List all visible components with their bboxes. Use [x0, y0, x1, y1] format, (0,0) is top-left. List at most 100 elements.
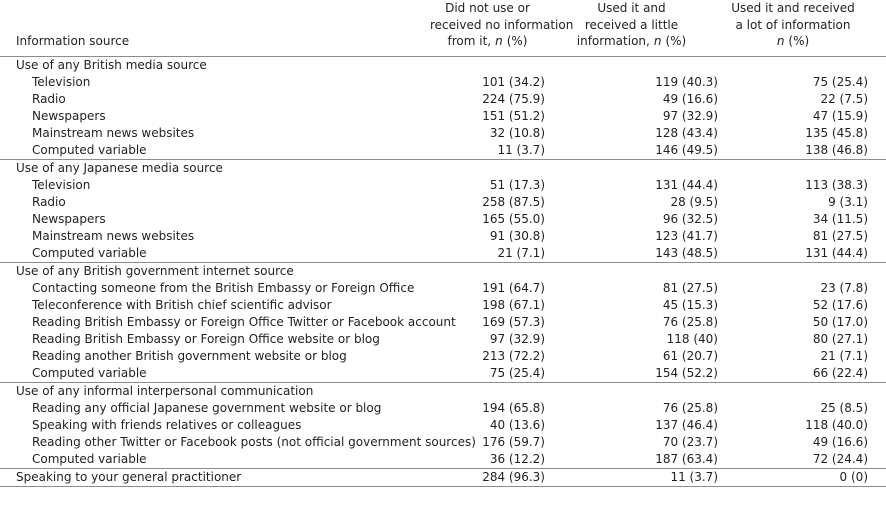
table-row: Speaking with friends relatives or colle… [0, 417, 886, 434]
cell: 198 (67.1) [482, 297, 545, 312]
cell: 151 (51.2) [482, 108, 545, 123]
table-row: Computed variable 11 (3.7) 146 (49.5) 138 (… [0, 142, 886, 160]
cell: 213 (72.2) [482, 348, 545, 363]
header-text: (%) [788, 34, 810, 48]
spacer [868, 211, 886, 228]
data-table: Information source Did not use or received… [0, 0, 886, 486]
spacer [868, 0, 886, 56]
table-row: Reading another British government websi… [0, 348, 886, 365]
cell: 258 (87.5) [482, 194, 545, 209]
row-label: Speaking to your general practitioner [16, 469, 242, 484]
cell: 72 (24.4) [812, 451, 868, 466]
cell: 22 (7.5) [820, 91, 868, 106]
header-line: n (%) [718, 33, 868, 50]
table-row: Reading other Twitter or Facebook posts … [0, 434, 886, 451]
table-row: Speaking to your general practitioner 284… [0, 468, 886, 486]
cell: 137 (46.4) [655, 417, 718, 432]
column-header: Used it and received a lot of information… [718, 0, 868, 56]
cell: 194 (65.8) [482, 400, 545, 415]
cell: 51 (17.3) [489, 177, 545, 192]
spacer [868, 228, 886, 245]
header-line: Used it and received [718, 0, 868, 17]
column-header: Information source [0, 0, 430, 56]
header-line: information, n (%) [545, 33, 718, 50]
cell: 34 (11.5) [812, 211, 868, 226]
table-row: Newspapers 151 (51.2) 97 (32.9) 47 (15.9) [0, 108, 886, 125]
section-row: Use of any British government internet s… [0, 262, 886, 280]
header-line: from it, n (%) [430, 33, 545, 50]
section-row: Use of any British media source [0, 56, 886, 74]
row-label: Mainstream news websites [32, 125, 195, 140]
row-label: Reading another British government websi… [32, 348, 347, 363]
spacer [868, 297, 886, 314]
spacer [868, 331, 886, 348]
table-row: Radio 224 (75.9) 49 (16.6) 22 (7.5) [0, 91, 886, 108]
column-header: Did not use or received no information fro… [430, 0, 573, 56]
spacer [868, 434, 886, 451]
row-label: Newspapers [32, 108, 106, 123]
cell: 131 (44.4) [655, 177, 718, 192]
cell: 81 (27.5) [662, 280, 718, 295]
cell: 76 (25.8) [662, 400, 718, 415]
header-text: a lot of information [735, 17, 851, 32]
header-text: received a little [584, 17, 679, 32]
cell: 187 (63.4) [655, 451, 718, 466]
table-row: Mainstream news websites 32 (10.8) 128 (43… [0, 125, 886, 142]
cell: 49 (16.6) [812, 434, 868, 449]
cell: 119 (40.3) [655, 74, 718, 89]
cell: 9 (3.1) [828, 194, 868, 209]
table-row: Mainstream news websites 91 (30.8) 123 (41… [0, 228, 886, 245]
cell: 23 (7.8) [820, 280, 868, 295]
table-row: Newspapers 165 (55.0) 96 (32.5) 34 (11.5) [0, 211, 886, 228]
spacer [868, 314, 886, 331]
section-row: Use of any informal interpersonal commun… [0, 382, 886, 400]
cell: 91 (30.8) [489, 228, 545, 243]
cell: 61 (20.7) [662, 348, 718, 363]
spacer [868, 142, 886, 160]
cell: 81 (27.5) [812, 228, 868, 243]
row-label: Computed variable [32, 365, 147, 380]
row-label: Television [32, 177, 91, 192]
cell: 66 (22.4) [812, 365, 868, 380]
table-row: Computed variable 21 (7.1) 143 (48.5) 131 (… [0, 245, 886, 263]
header-italic: n [776, 34, 785, 48]
cell: 11 (3.7) [497, 142, 545, 157]
cell: 36 (12.2) [489, 451, 545, 466]
cell: 101 (34.2) [482, 74, 545, 89]
row-label: Computed variable [32, 451, 147, 466]
table-row: Computed variable 36 (12.2) 187 (63.4) 72 (… [0, 451, 886, 469]
cell: 49 (16.6) [662, 91, 718, 106]
header-italic: n [653, 34, 662, 48]
row-label: Radio [32, 91, 66, 106]
table-row: Contacting someone from the British Emba… [0, 280, 886, 297]
row-label: Computed variable [32, 245, 147, 260]
section-title: Use of any informal interpersonal commun… [16, 383, 314, 398]
spacer [868, 91, 886, 108]
cell: 32 (10.8) [489, 125, 545, 140]
header-text: (%) [665, 34, 687, 48]
cell: 47 (15.9) [812, 108, 868, 123]
section-title: Use of any Japanese media source [16, 160, 223, 175]
header-line: Used it and [545, 0, 718, 17]
cell: 138 (46.8) [805, 142, 868, 157]
row-label: Reading British Embassy or Foreign Offic… [32, 331, 380, 346]
cell: 25 (8.5) [820, 400, 868, 415]
cell: 52 (17.6) [812, 297, 868, 312]
row-label: Newspapers [32, 211, 106, 226]
spacer [868, 468, 886, 486]
table-row: Reading British Embassy or Foreign Offic… [0, 314, 886, 331]
spacer [868, 125, 886, 142]
cell: 176 (59.7) [482, 434, 545, 449]
cell: 97 (32.9) [662, 108, 718, 123]
cell: 113 (38.3) [805, 177, 868, 192]
cell: 146 (49.5) [655, 142, 718, 157]
cell: 224 (75.9) [482, 91, 545, 106]
cell: 123 (41.7) [655, 228, 718, 243]
spacer [868, 400, 886, 417]
cell: 191 (64.7) [482, 280, 545, 295]
table-row: Computed variable 75 (25.4) 154 (52.2) 66 (… [0, 365, 886, 383]
cell: 80 (27.1) [812, 331, 868, 346]
header-text: (%) [506, 34, 528, 48]
table-row: Television 51 (17.3) 131 (44.4) 113 (38.3) [0, 177, 886, 194]
cell: 50 (17.0) [812, 314, 868, 329]
